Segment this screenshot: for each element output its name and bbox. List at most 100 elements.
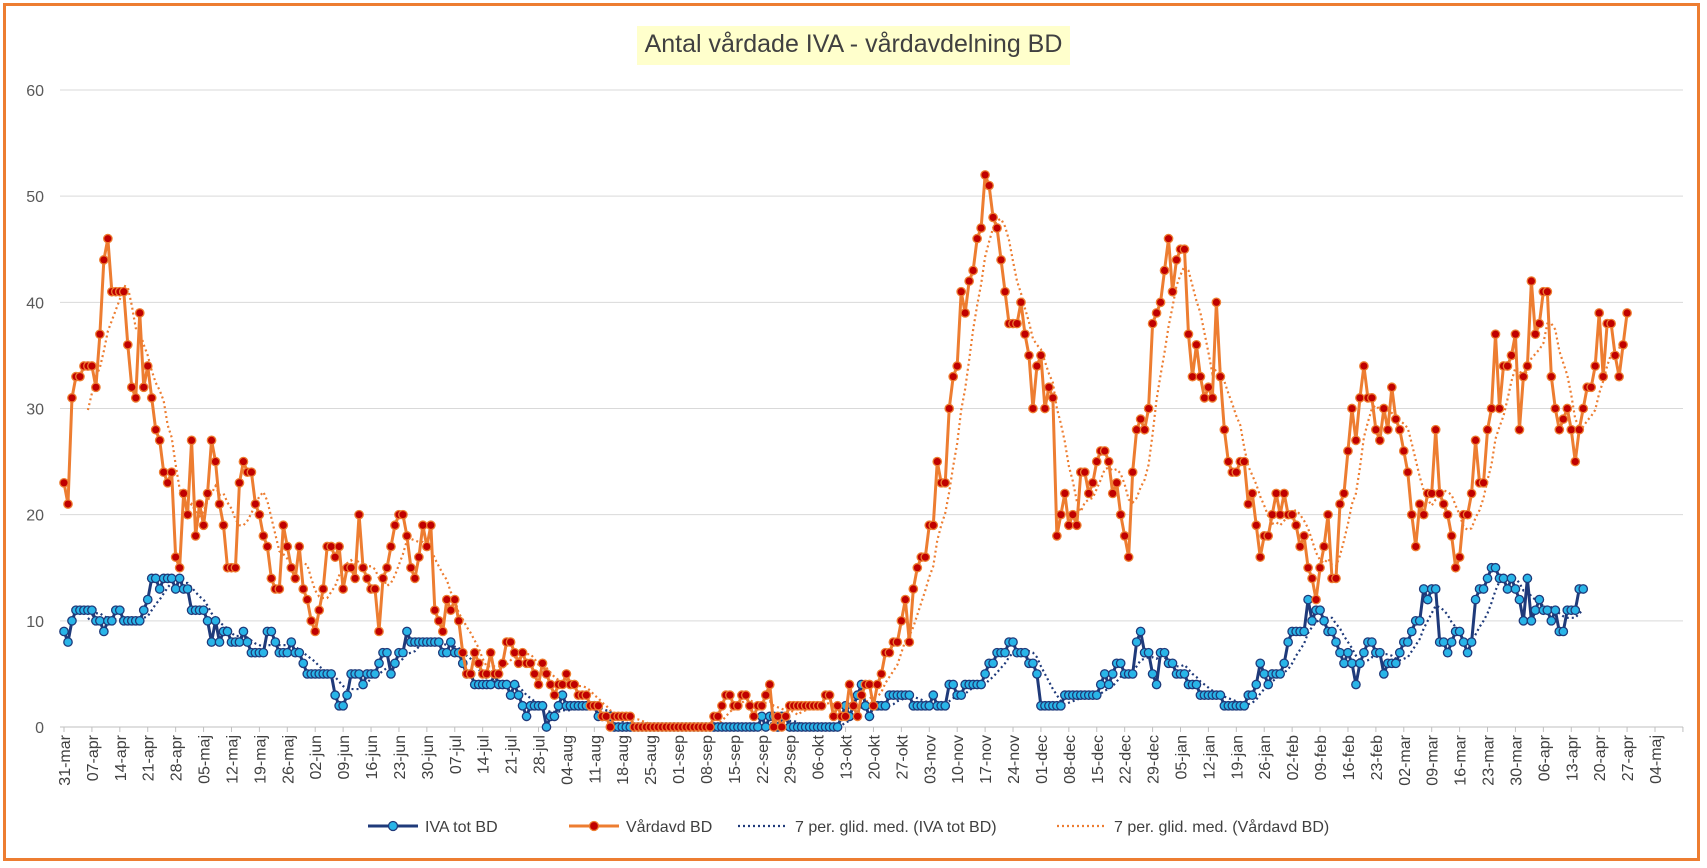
data-point — [537, 658, 548, 669]
data-point — [374, 626, 384, 637]
data-point — [1542, 605, 1553, 616]
data-point — [1430, 424, 1441, 435]
data-point — [1502, 584, 1513, 594]
data-point — [1040, 403, 1050, 414]
data-point — [59, 626, 69, 637]
data-point — [87, 361, 97, 371]
data-point — [908, 584, 919, 594]
x-tick-label: 02-feb — [1285, 735, 1302, 780]
data-point — [1618, 339, 1628, 350]
data-point — [1335, 647, 1345, 658]
data-point — [752, 722, 763, 732]
data-point — [95, 329, 105, 340]
data-point — [445, 605, 456, 616]
x-tick-label: 21-apr — [141, 734, 158, 781]
data-point — [1243, 499, 1254, 509]
x-tick-label: 04-aug — [559, 735, 576, 785]
data-point — [944, 403, 955, 414]
data-point — [1562, 403, 1573, 414]
data-point — [122, 339, 133, 350]
data-point — [234, 637, 245, 647]
data-point — [1307, 615, 1317, 626]
data-point — [928, 690, 939, 701]
data-point — [87, 605, 97, 616]
data-point — [142, 361, 153, 371]
data-point — [1311, 594, 1321, 605]
data-point — [1115, 658, 1126, 669]
data-point — [1307, 573, 1317, 584]
data-point — [1466, 637, 1477, 647]
data-point — [912, 562, 923, 573]
data-point — [406, 562, 416, 573]
data-point — [1414, 499, 1425, 509]
data-point — [824, 690, 835, 701]
data-point — [59, 477, 69, 488]
data-point — [1083, 488, 1094, 499]
data-point — [1131, 424, 1142, 435]
data-point — [1546, 615, 1557, 626]
data-point — [1247, 690, 1258, 701]
data-point — [194, 499, 205, 509]
data-point — [1494, 403, 1505, 414]
data-point — [266, 626, 277, 637]
y-tick-label: 20 — [26, 508, 44, 525]
data-point — [549, 690, 560, 701]
data-point — [1526, 276, 1537, 286]
data-point — [302, 594, 313, 605]
data-point — [1295, 541, 1305, 552]
data-point — [114, 605, 125, 616]
legend-item: Vårdavd BD — [569, 818, 712, 836]
data-point — [1271, 488, 1282, 499]
data-point — [1287, 509, 1297, 520]
data-point — [198, 520, 209, 531]
data-point — [1303, 594, 1313, 605]
data-point — [1406, 509, 1417, 520]
data-point — [1155, 297, 1166, 308]
data-point — [1570, 605, 1581, 616]
data-point — [1554, 424, 1565, 435]
data-point — [286, 637, 297, 647]
data-point — [433, 637, 444, 647]
data-point — [513, 658, 524, 669]
x-tick-label: 18-aug — [615, 735, 632, 785]
data-point — [1239, 700, 1250, 711]
data-point — [984, 180, 994, 191]
data-point — [485, 647, 496, 658]
data-point — [884, 647, 895, 658]
data-point — [533, 679, 544, 690]
data-point — [418, 520, 428, 531]
data-point — [286, 562, 297, 573]
data-point — [1303, 562, 1313, 573]
data-point — [1570, 456, 1581, 467]
x-tick-label: 06-okt — [811, 734, 828, 779]
data-point — [864, 711, 875, 722]
data-point — [1606, 318, 1616, 329]
data-point — [1331, 637, 1341, 647]
data-point — [1052, 531, 1062, 541]
data-point — [1179, 669, 1190, 679]
data-point — [91, 382, 101, 393]
data-point — [1020, 329, 1030, 340]
data-point — [1375, 435, 1385, 446]
data-point — [1414, 615, 1425, 626]
data-point — [1239, 456, 1250, 467]
data-point — [705, 722, 715, 732]
x-tick-label: 10-nov — [950, 735, 967, 784]
data-point — [390, 658, 400, 669]
data-point — [130, 393, 141, 403]
data-point — [741, 690, 751, 701]
data-point — [453, 615, 464, 626]
data-point — [768, 722, 779, 732]
x-tick-label: 27-okt — [894, 734, 911, 779]
data-point — [1279, 658, 1290, 669]
data-point — [63, 499, 73, 509]
data-point — [517, 700, 528, 711]
data-point — [864, 679, 875, 690]
data-point — [1339, 488, 1349, 499]
data-point — [537, 700, 548, 711]
data-point — [1016, 297, 1026, 308]
legend-marker — [588, 820, 600, 832]
data-point — [1255, 552, 1266, 562]
data-point — [1315, 562, 1325, 573]
